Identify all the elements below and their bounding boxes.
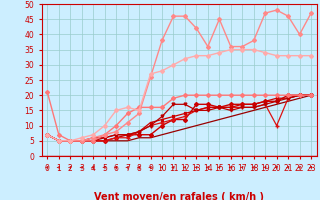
- X-axis label: Vent moyen/en rafales ( km/h ): Vent moyen/en rafales ( km/h ): [94, 192, 264, 200]
